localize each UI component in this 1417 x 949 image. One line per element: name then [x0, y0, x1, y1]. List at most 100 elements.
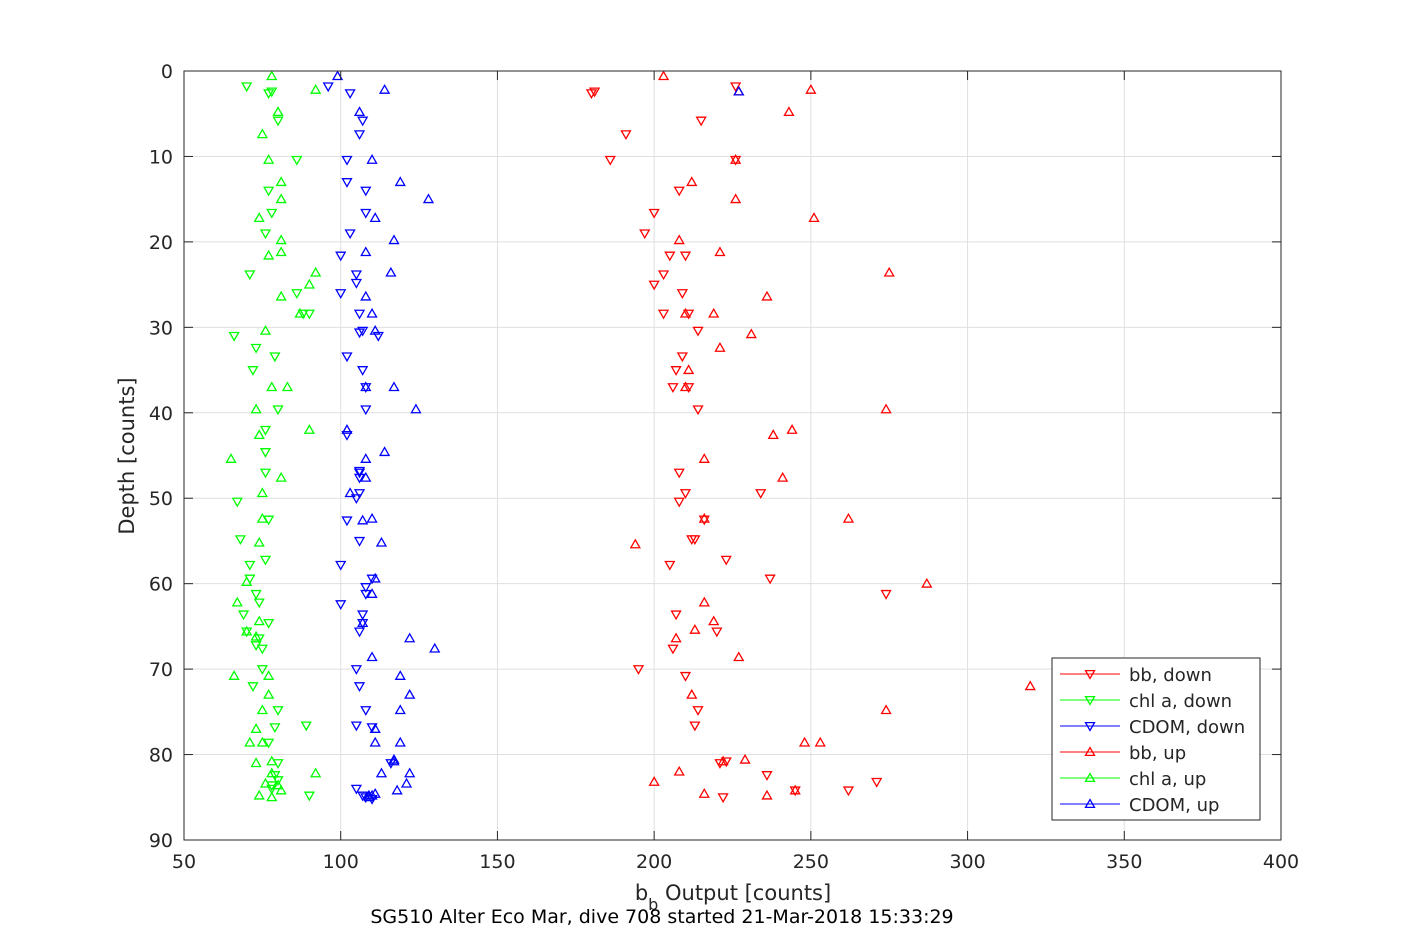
data-point	[378, 83, 391, 94]
data-point	[357, 116, 369, 127]
data-point	[266, 767, 278, 778]
data-point	[244, 560, 256, 571]
data-point	[250, 403, 262, 414]
data-point	[241, 576, 253, 586]
data-point	[357, 326, 369, 337]
data-point	[256, 644, 268, 655]
data-point	[294, 307, 306, 318]
x-tick-label: 150	[479, 851, 515, 873]
data-point	[761, 771, 773, 781]
data-point	[234, 535, 247, 546]
data-point	[350, 494, 363, 505]
data-point	[686, 688, 698, 699]
data-point	[353, 130, 366, 141]
data-point	[303, 278, 315, 289]
data-markers	[225, 70, 1036, 805]
data-point	[692, 405, 704, 416]
data-point	[259, 468, 272, 479]
data-point	[682, 364, 695, 375]
legend-label: chl a, down	[1129, 691, 1232, 712]
data-point	[422, 193, 435, 204]
data-point	[266, 791, 278, 802]
data-point	[341, 430, 353, 441]
data-point	[266, 87, 278, 98]
data-point	[676, 289, 688, 299]
data-point	[350, 721, 363, 732]
data-point	[789, 784, 801, 795]
data-point	[648, 280, 660, 291]
data-point	[673, 468, 685, 479]
y-tick-label: 10	[149, 146, 173, 168]
data-point	[883, 266, 895, 277]
data-point	[250, 343, 262, 354]
data-point	[360, 246, 372, 257]
data-point	[648, 208, 660, 219]
y-tick-label: 30	[149, 317, 173, 339]
y-tick-label: 50	[149, 488, 173, 510]
data-point	[366, 574, 378, 585]
data-point	[880, 704, 892, 715]
data-point	[259, 324, 272, 335]
series-cdom-up	[331, 70, 745, 802]
data-point	[275, 290, 287, 301]
data-point	[767, 429, 779, 440]
data-point	[353, 106, 366, 117]
data-point	[679, 381, 692, 392]
data-point	[366, 651, 378, 662]
data-point	[341, 516, 353, 527]
data-point	[730, 82, 742, 93]
data-point	[256, 704, 268, 715]
data-point	[225, 453, 237, 463]
data-point	[717, 755, 729, 766]
data-point	[814, 736, 826, 747]
data-point	[300, 721, 312, 732]
data-point	[366, 307, 378, 318]
data-point	[272, 779, 284, 790]
data-point	[360, 186, 372, 197]
data-point	[263, 670, 275, 680]
data-point	[244, 270, 256, 281]
data-point	[679, 671, 692, 682]
data-point	[366, 512, 378, 523]
data-point	[335, 560, 347, 571]
data-point	[357, 791, 369, 802]
legend-marker	[1084, 721, 1096, 732]
data-point	[698, 515, 710, 526]
data-point	[250, 723, 262, 733]
data-point	[657, 270, 670, 281]
y-tick-labels: 0 10 20 30 40 50 60 70 80 90	[149, 61, 173, 852]
legend-marker	[1084, 695, 1096, 706]
data-point	[698, 512, 710, 523]
data-point	[250, 641, 262, 651]
ticks	[183, 70, 1282, 841]
data-point	[686, 535, 698, 546]
data-point	[344, 487, 356, 498]
data-point	[353, 468, 366, 479]
data-point	[588, 87, 601, 98]
data-point	[350, 784, 363, 795]
data-point	[341, 178, 353, 188]
data-point	[269, 352, 281, 363]
axes-box	[183, 70, 1282, 841]
data-point	[360, 471, 372, 482]
data-point	[291, 155, 303, 166]
data-point	[259, 448, 272, 458]
x-tick-label: 100	[323, 851, 359, 873]
data-point	[363, 791, 375, 802]
data-point	[400, 777, 413, 788]
data-point	[708, 615, 720, 626]
series-chl-a-up	[225, 70, 322, 802]
data-point	[250, 757, 262, 768]
data-point	[335, 289, 347, 299]
data-point	[673, 497, 685, 508]
data-point	[253, 615, 265, 626]
data-point	[394, 704, 406, 715]
data-point	[692, 706, 704, 716]
data-point	[670, 632, 682, 643]
legend: bb, down chl a, down CDOM, down bb, up chl a…	[1051, 657, 1261, 821]
data-point	[344, 89, 356, 100]
x-tick-label: 300	[949, 851, 985, 873]
data-point	[394, 670, 406, 680]
data-point	[629, 538, 641, 549]
series-chl-a-down	[228, 82, 315, 802]
